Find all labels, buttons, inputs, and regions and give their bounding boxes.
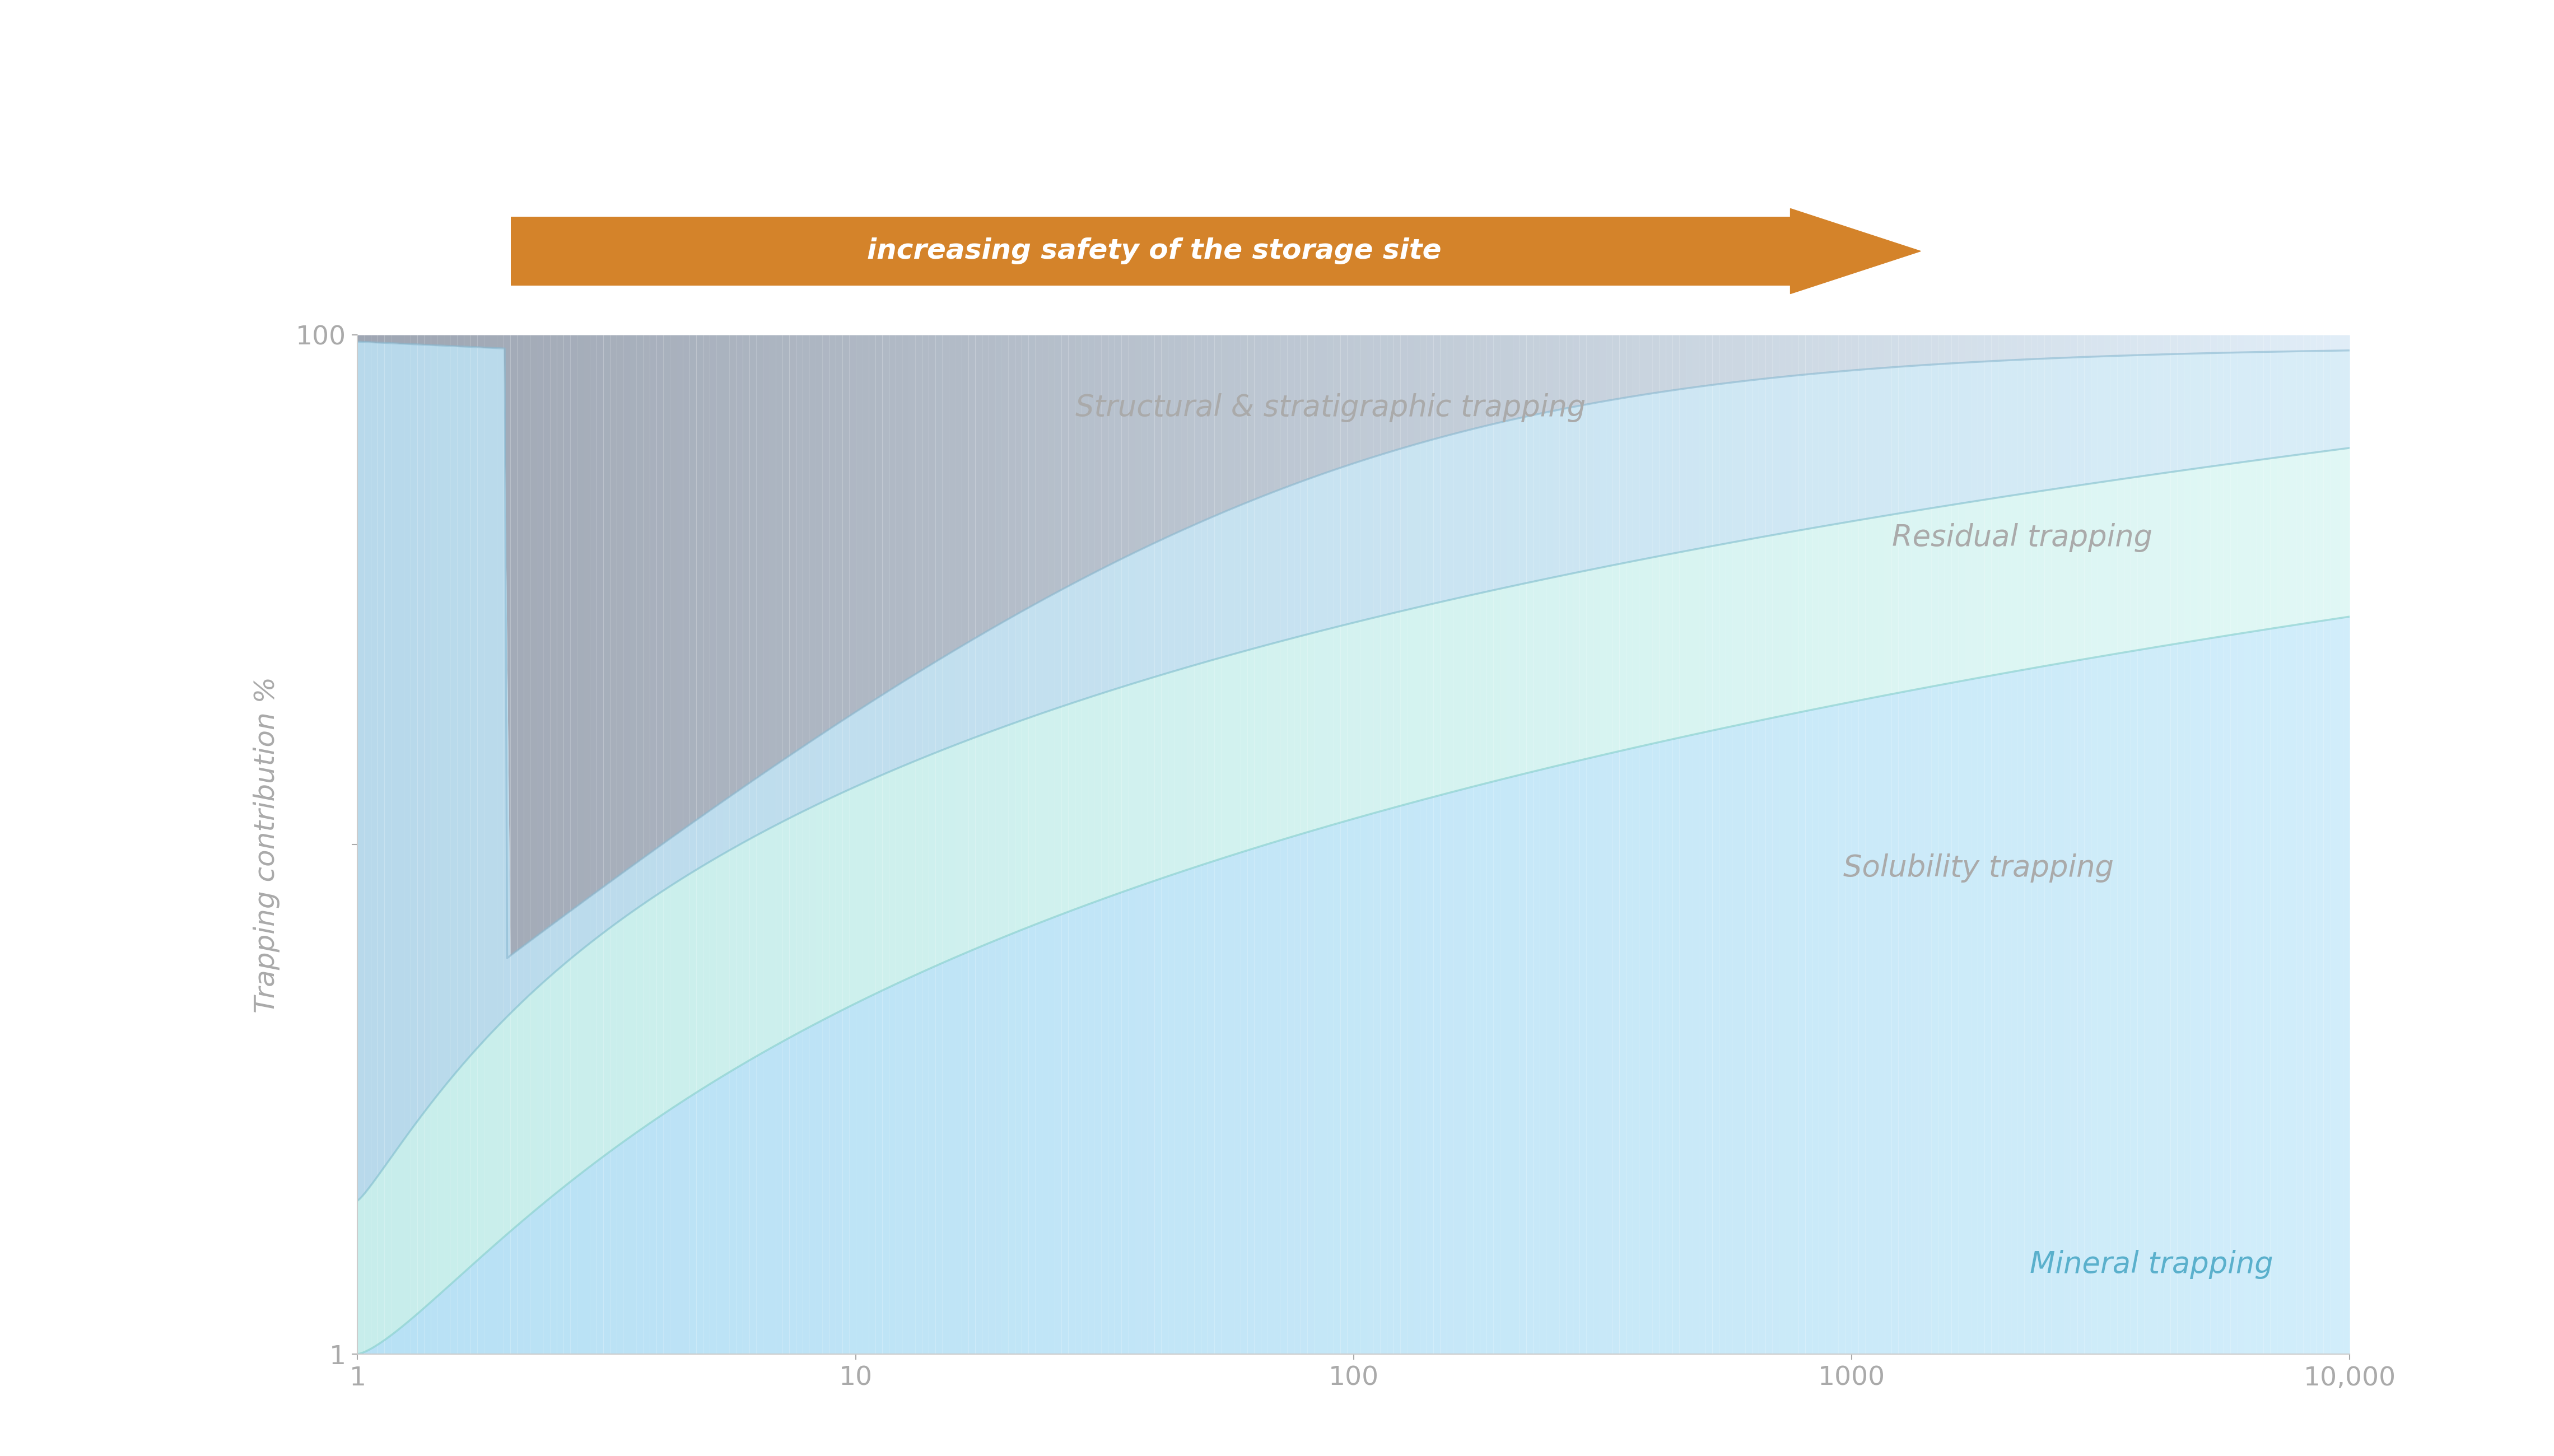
Text: increasing safety of the storage site: increasing safety of the storage site	[868, 237, 1440, 265]
FancyArrow shape	[511, 208, 1921, 294]
Text: Solubility trapping: Solubility trapping	[1844, 853, 2115, 882]
Y-axis label: Trapping contribution %: Trapping contribution %	[253, 676, 281, 1013]
Text: Residual trapping: Residual trapping	[1893, 523, 2153, 552]
Text: Structural & stratigraphic trapping: Structural & stratigraphic trapping	[1075, 393, 1586, 422]
Text: Mineral trapping: Mineral trapping	[2030, 1249, 2273, 1278]
